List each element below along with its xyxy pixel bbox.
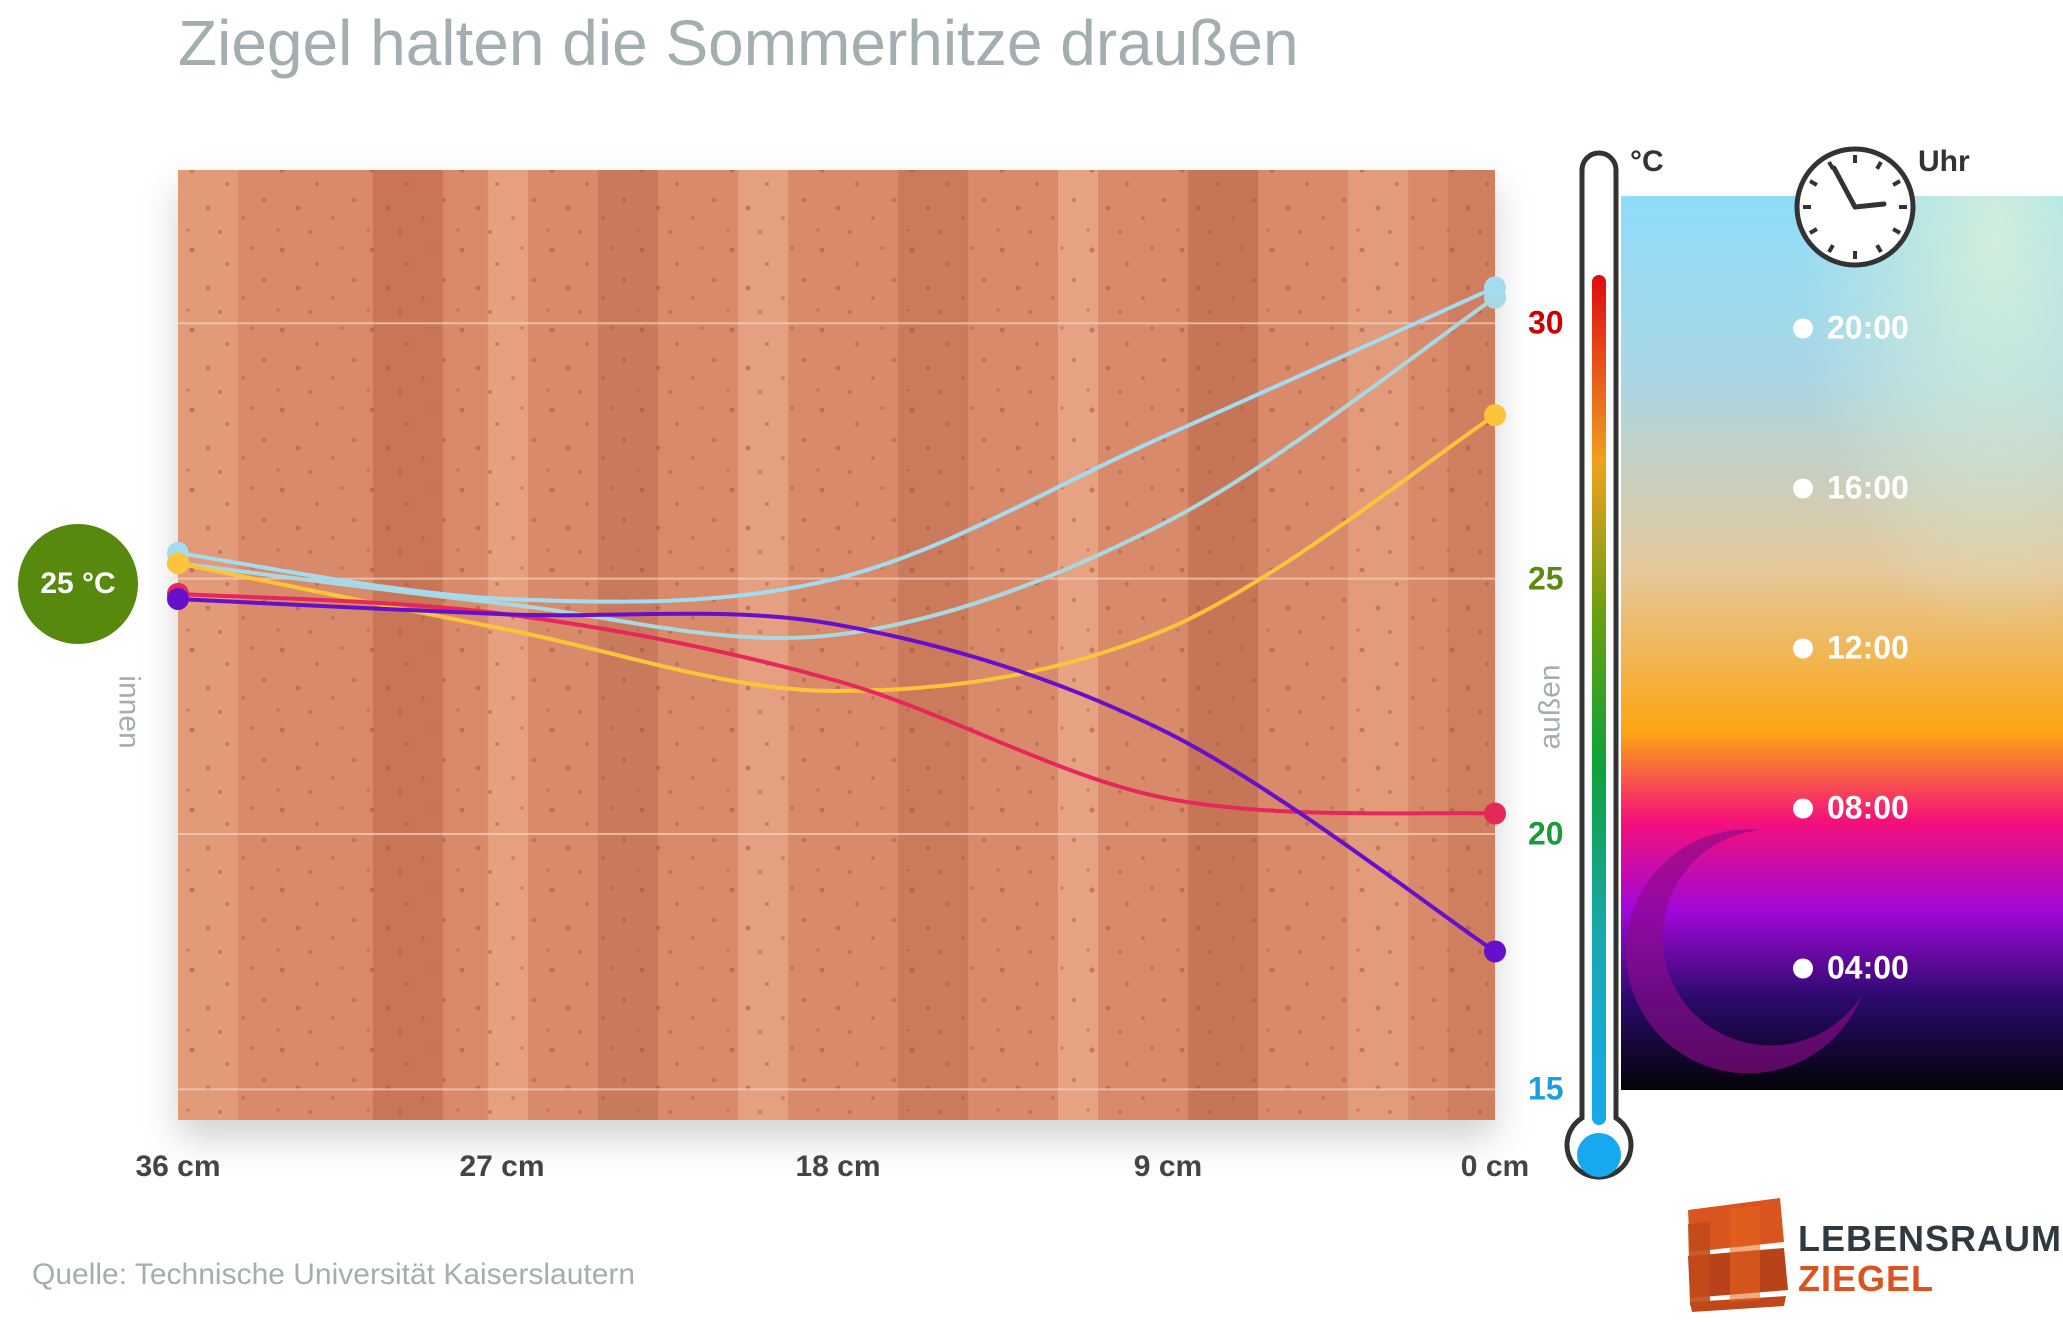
clock-tick xyxy=(1892,179,1902,187)
time-legend-item: 08:00 xyxy=(1793,790,1909,827)
legend-label: 16:00 xyxy=(1827,469,1909,506)
logo-mark xyxy=(1688,1198,1788,1312)
series-endpoint-1200 xyxy=(1484,404,1506,427)
time-legend-item: 12:00 xyxy=(1793,630,1909,667)
series-line-1600 xyxy=(177,285,1496,604)
logo-text-line2: ZIEGEL xyxy=(1798,1258,1935,1299)
time-legend-item: 04:00 xyxy=(1793,950,1909,987)
clock-tick xyxy=(1892,227,1902,235)
time-legend-item: 20:00 xyxy=(1793,310,1909,347)
legend-dot xyxy=(1793,798,1813,818)
series-endpoint-0400 xyxy=(1484,940,1506,963)
clock-tick xyxy=(1808,227,1818,235)
series-line-0800 xyxy=(177,591,1496,816)
x-tick-label: 9 cm xyxy=(1133,1150,1203,1183)
time-unit-label: Uhr xyxy=(1918,145,1970,178)
source-note: Quelle: Technische Universität Kaisersla… xyxy=(32,1258,636,1291)
time-legend-item: 16:00 xyxy=(1793,470,1909,507)
y-tick-label: 15 xyxy=(1528,1070,1564,1107)
y-tick-label: 30 xyxy=(1528,304,1564,341)
outer-side-label: außen xyxy=(1533,664,1567,750)
legend-label: 08:00 xyxy=(1827,789,1909,826)
clock-tick xyxy=(1827,244,1835,254)
clock-tick xyxy=(1808,179,1818,187)
legend-label: 20:00 xyxy=(1827,309,1909,346)
series-line-2000 xyxy=(177,296,1497,641)
inner-side-label: innen xyxy=(112,675,146,749)
thermometer-icon xyxy=(1564,150,1634,1180)
y-tick-label: 20 xyxy=(1528,815,1564,852)
temperature-unit-label: °C xyxy=(1630,145,1664,178)
legend-label: 12:00 xyxy=(1827,629,1909,666)
series-endpoint-1200 xyxy=(167,552,189,575)
x-tick-label: 27 cm xyxy=(459,1150,545,1183)
moon-icon xyxy=(1626,829,1862,1074)
x-tick-label: 36 cm xyxy=(135,1150,221,1183)
series-layer xyxy=(167,276,1506,963)
clock-icon xyxy=(1794,146,1916,268)
logo-text-line1: LEBENSRAUM xyxy=(1798,1218,2063,1259)
y-tick-label: 25 xyxy=(1528,560,1564,597)
legend-label: 04:00 xyxy=(1827,949,1909,986)
brick-background xyxy=(178,170,1495,1120)
legend-dot xyxy=(1793,958,1813,978)
series-endpoint-0800 xyxy=(1484,802,1506,825)
x-tick-label: 0 cm xyxy=(1460,1150,1530,1183)
series-line-0400 xyxy=(177,597,1497,954)
series-endpoint-1600 xyxy=(1484,276,1506,299)
x-tick-label: 18 cm xyxy=(795,1150,881,1183)
temperature-badge: 25 °C xyxy=(18,524,138,644)
page-title: Ziegel halten die Sommerhitze draußen xyxy=(178,7,1299,79)
clock-tick xyxy=(1875,160,1883,170)
clock-tick xyxy=(1875,244,1883,254)
time-gradient-panel xyxy=(1621,196,2063,1090)
series-endpoint-0400 xyxy=(167,588,189,611)
legend-dot xyxy=(1793,318,1813,338)
legend-dot xyxy=(1793,478,1813,498)
legend-dot xyxy=(1793,638,1813,658)
